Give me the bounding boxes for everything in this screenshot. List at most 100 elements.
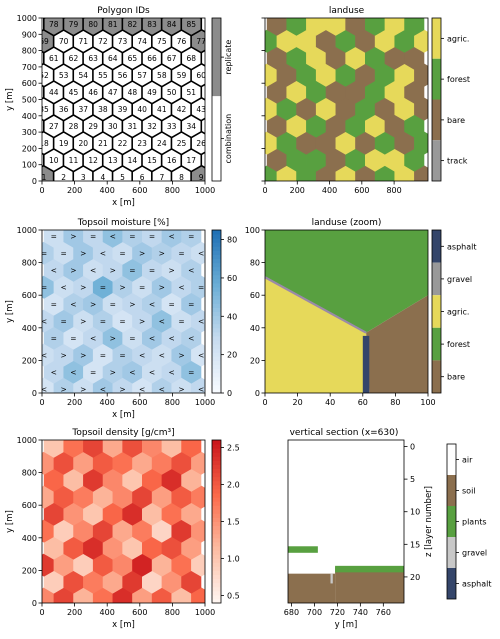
moisture-colorbar-step (212, 388, 221, 394)
ids-hex-label: 55 (98, 71, 108, 80)
moisture-colorbar-step (212, 270, 221, 276)
moisture-hex (42, 309, 55, 333)
ids-ytick-label: 0 (32, 177, 37, 186)
density-xtick-label: 400 (100, 608, 115, 617)
ids-hex-label: 38 (98, 105, 108, 114)
density-hex (83, 502, 104, 526)
moisture-hex (83, 360, 104, 384)
density-hex (142, 570, 163, 594)
moisture-colorbar-step (212, 258, 221, 264)
landuse-legend-swatch (432, 99, 441, 141)
moisture-colorbar-step (212, 242, 221, 247)
density-colorbar-label: 1.5 (227, 518, 240, 527)
density-hex (43, 502, 64, 526)
moisture-hex-label: = (41, 249, 47, 258)
density-hex (92, 587, 113, 603)
moisture-hex (63, 360, 84, 384)
moisture-hex-label: < (149, 334, 155, 343)
ids-colorbar-frame (211, 17, 222, 182)
landuse-zoom-xtick-label: 20 (293, 398, 303, 407)
density-colorbar-step (212, 537, 221, 543)
moisture-hex (132, 309, 153, 333)
moisture-hex (142, 360, 163, 384)
density-hex (132, 553, 153, 577)
density-hex (151, 587, 172, 603)
landuse-legend-label: bare (447, 116, 465, 125)
landuse-hex (276, 131, 297, 155)
ids-hex-label: 65 (128, 54, 138, 63)
moisture-colorbar-step (212, 307, 221, 312)
moisture-hex (151, 275, 172, 299)
moisture-hex-label: < (188, 266, 194, 275)
density-colorbar-step (212, 448, 221, 453)
moisture-hex-label: = (119, 351, 125, 360)
density-hex (63, 440, 84, 458)
moisture-hex-label: = (60, 249, 66, 258)
section-layer-plants (335, 565, 404, 573)
ids-hex-label: 16 (167, 156, 177, 165)
density-colorbar-step (212, 521, 221, 527)
zoom-legend-label: agric. (447, 308, 469, 317)
moisture-hex-label: < (100, 249, 106, 258)
section-legend-label: plants (462, 518, 487, 527)
density-ytick-label: 1000 (17, 436, 37, 445)
moisture-hex (171, 275, 192, 299)
landuse-hex (355, 165, 376, 181)
moisture-hex (122, 258, 143, 282)
density-hex (102, 570, 123, 594)
density-hex (132, 451, 153, 475)
moisture-xtick-label: 400 (100, 398, 115, 407)
density-hex (181, 502, 202, 526)
moisture-hex-label: > (178, 385, 184, 394)
landuse-zoom-ytick-label: 100 (245, 226, 260, 235)
landuse-hex (365, 46, 386, 70)
ids-hex-label: 64 (108, 54, 118, 63)
ids-xtick-label: 1000 (195, 186, 215, 195)
density-ytick-label: 800 (22, 469, 37, 478)
ids-hex-label: 57 (137, 71, 147, 80)
ids-hex-label: 44 (49, 88, 59, 97)
density-colorbar-step (212, 468, 221, 474)
ids-hex-label: 45 (69, 88, 79, 97)
section-xtick-label: 760 (376, 608, 391, 617)
density-hex (73, 553, 94, 577)
zoom-legend-swatch (432, 360, 441, 393)
ids-ytick-label: 500 (22, 96, 37, 105)
moisture-hex (43, 258, 64, 282)
ids-xtick-label: 0 (39, 186, 44, 195)
moisture-colorbar-step (212, 254, 221, 260)
landuse-hex (306, 80, 327, 104)
landuse-hex (325, 18, 346, 36)
section-xtick-label: 720 (330, 608, 345, 617)
landuse-hex (296, 165, 317, 181)
landuse-hex (266, 18, 287, 36)
ids-hex-label: 77 (196, 37, 206, 46)
landuse-hex (266, 148, 287, 172)
landuse-hex (335, 63, 356, 87)
moisture-colorbar-step (212, 287, 221, 292)
moisture-hex (43, 360, 64, 384)
ids-xlabel: x [m] (112, 198, 135, 208)
moisture-colorbar-step (212, 266, 221, 272)
moisture-hex (171, 309, 192, 333)
moisture-ytick-label: 800 (22, 259, 37, 268)
density-hex (83, 570, 104, 594)
moisture-hex-label: = (51, 300, 57, 309)
zoom-region-bare (366, 295, 428, 393)
moisture-colorbar-step (212, 384, 221, 390)
ids-ytick-label: 700 (22, 63, 37, 72)
moisture-xtick-label: 1000 (195, 398, 215, 407)
ids-ytick-label: 200 (22, 144, 37, 153)
ids-hex-label: 13 (108, 156, 118, 165)
ids-hex-label: 14 (128, 156, 138, 165)
ids-title: Polygon IDs (97, 6, 150, 16)
density-hex (42, 485, 55, 509)
density-hex (112, 485, 133, 509)
ids-hex-label: 48 (128, 88, 138, 97)
moisture-hex-label: = (188, 300, 194, 309)
ids-hex-label: 67 (167, 54, 177, 63)
section-layer-plants (288, 546, 318, 553)
density-colorbar-label: 0.5 (227, 592, 240, 601)
ids-hex-label: 22 (118, 139, 128, 148)
moisture-hex (181, 258, 202, 282)
